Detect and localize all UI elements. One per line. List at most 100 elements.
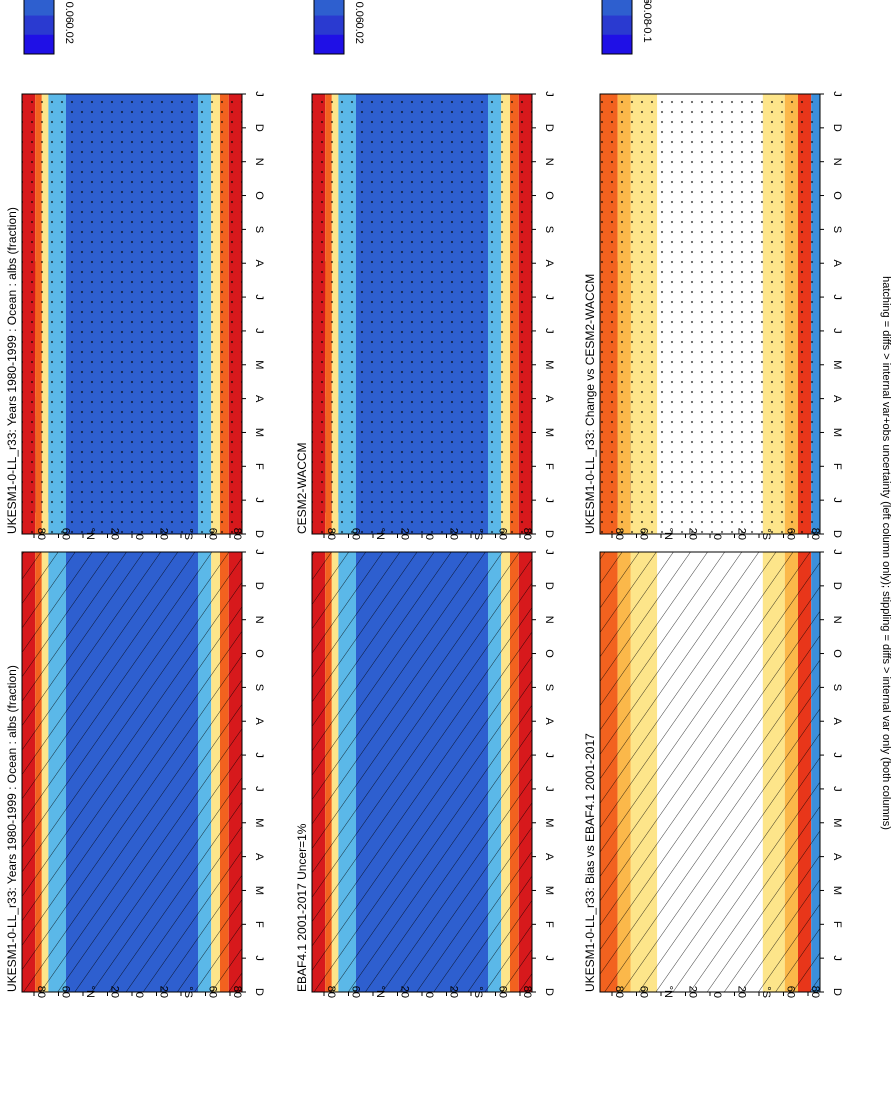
month-tick-label: A (253, 718, 265, 726)
month-tick-label: M (253, 886, 265, 895)
lat-tick-label: 20 (687, 986, 699, 998)
colorbar-label: -0.06 (641, 0, 653, 4)
month-tick-label: A (253, 853, 265, 861)
month-tick-label: F (831, 921, 843, 928)
month-tick-label: A (831, 853, 843, 861)
stipple-overlay (22, 94, 242, 534)
month-tick-label: J (253, 752, 265, 758)
lat-tick-label: 80 (35, 986, 47, 998)
month-tick-label: M (543, 360, 555, 369)
lat-tick-label: 0 (133, 992, 145, 998)
month-tick-label: S (253, 684, 265, 691)
lat-tick-label: 60 (60, 986, 72, 998)
colorbar-label: 0.06 (63, 2, 75, 23)
month-tick-label: M (831, 818, 843, 827)
month-tick-label: N (543, 616, 555, 624)
month-tick-label: A (543, 718, 555, 726)
lat-tick-label: 20 (687, 528, 699, 540)
panel-right-middle: 80 60 °N 20 0 20 °S 60 80 D J F M A M J J A S O N D J CESM2-WAC… (295, 0, 555, 540)
month-tick-label: F (831, 463, 843, 470)
month-tick-label: J (543, 91, 555, 97)
panel-title: UKESM1-0-LL_r33: Years 1980-1999 : Ocean… (5, 207, 19, 534)
month-tick-label: J (543, 328, 555, 334)
lat-tick-label: 0 (423, 992, 435, 998)
month-tick-label: M (543, 818, 555, 827)
colorbar-frame (313, 0, 345, 55)
colorbar-swatch (314, 0, 344, 17)
panel-title: UKESM1-0-LL_r33: Change vs CESM2-WACCM (583, 274, 597, 534)
lat-tick-label: 20 (399, 528, 411, 540)
lat-tick-label: 80 (809, 528, 821, 540)
month-tick-label: A (831, 260, 843, 268)
month-tick-label: M (543, 886, 555, 895)
month-tick-label: D (831, 530, 843, 538)
lat-tick-label: 20 (448, 528, 460, 540)
month-tick-label: O (543, 191, 555, 200)
colorbar-swatch (314, 34, 344, 55)
lat-tick-label: °N (374, 528, 386, 540)
month-tick-label: J (543, 294, 555, 300)
lat-tick-label: 80 (521, 528, 533, 540)
panel-right-top: 80 60 °N 20 0 20 °S 60 80 D J F M A M J J A S O N D J UKESM1-0-… (5, 0, 265, 540)
month-tick-label: J (253, 549, 265, 555)
month-tick-label: M (543, 428, 555, 437)
lat-tick-label: 20 (158, 528, 170, 540)
month-tick-label: M (253, 428, 265, 437)
lat-tick-label: 60 (638, 986, 650, 998)
hatch-overlay (22, 552, 242, 992)
panel-title: EBAF4.1 2001-2017 Uncer=1% (295, 823, 309, 992)
month-tick-label: D (543, 582, 555, 590)
colorbar-swatch (314, 15, 344, 36)
lat-tick-label: 80 (35, 528, 47, 540)
lat-tick-label: 80 (809, 986, 821, 998)
lat-tick-label: 60 (497, 986, 509, 998)
month-tick-label: A (543, 395, 555, 403)
lat-tick-label: °N (662, 528, 674, 540)
lat-tick-label: 0 (423, 534, 435, 540)
hatch-overlay (600, 552, 820, 992)
lat-tick-label: °N (84, 528, 96, 540)
lat-tick-label: 60 (207, 986, 219, 998)
month-tick-label: J (831, 549, 843, 555)
month-tick-label: N (831, 616, 843, 624)
month-tick-label: D (543, 124, 555, 132)
colorbar-label: -0.1 (641, 24, 653, 43)
panel-left-bottom: 80 60 °N 20 0 20 °S 60 80 D J F M A M J J A S O N D J UKESM1-0-… (583, 261, 843, 998)
lat-tick-label: °S (182, 986, 194, 998)
lat-tick-label: °N (662, 986, 674, 998)
colorbar-label: -0.08 (641, 0, 653, 25)
panel-title: CESM2-WACCM (295, 442, 309, 534)
colorbar-label: 0.06 (353, 2, 365, 23)
month-tick-label: J (543, 752, 555, 758)
lat-tick-label: 60 (497, 528, 509, 540)
lat-tick-label: °N (84, 986, 96, 998)
month-tick-label: D (253, 124, 265, 132)
month-tick-label: N (831, 158, 843, 166)
month-tick-label: N (253, 616, 265, 624)
lat-tick-label: 60 (638, 528, 650, 540)
lat-tick-label: 20 (109, 528, 121, 540)
lat-tick-label: °S (760, 528, 772, 540)
month-tick-label: J (831, 786, 843, 792)
month-tick-label: M (831, 886, 843, 895)
panel-left-middle: 80 60 °N 20 0 20 °S 60 80 D J F M A M J J A S O N D J EBAF4.1 2… (295, 261, 555, 998)
panel-left-top: 80 60 °N 20 0 20 °S 60 80 D J F M A M J J A S O N D J UKESM1-0-… (5, 261, 265, 998)
lat-tick-label: 80 (613, 986, 625, 998)
colorbar-swatch (602, 15, 632, 36)
month-tick-label: S (831, 684, 843, 691)
colorbar-swatch (24, 15, 54, 36)
lat-tick-label: 80 (521, 986, 533, 998)
month-tick-label: D (253, 530, 265, 538)
lat-tick-label: 60 (350, 528, 362, 540)
lat-tick-label: 80 (231, 986, 243, 998)
month-tick-label: F (543, 921, 555, 928)
lat-tick-label: 60 (350, 986, 362, 998)
stipple-overlay (312, 94, 532, 534)
colorbar-label: 0.02 (63, 22, 75, 43)
month-tick-label: M (831, 360, 843, 369)
month-tick-label: A (253, 260, 265, 268)
lat-tick-label: 20 (736, 528, 748, 540)
month-tick-label: A (543, 853, 555, 861)
month-tick-label: J (253, 91, 265, 97)
